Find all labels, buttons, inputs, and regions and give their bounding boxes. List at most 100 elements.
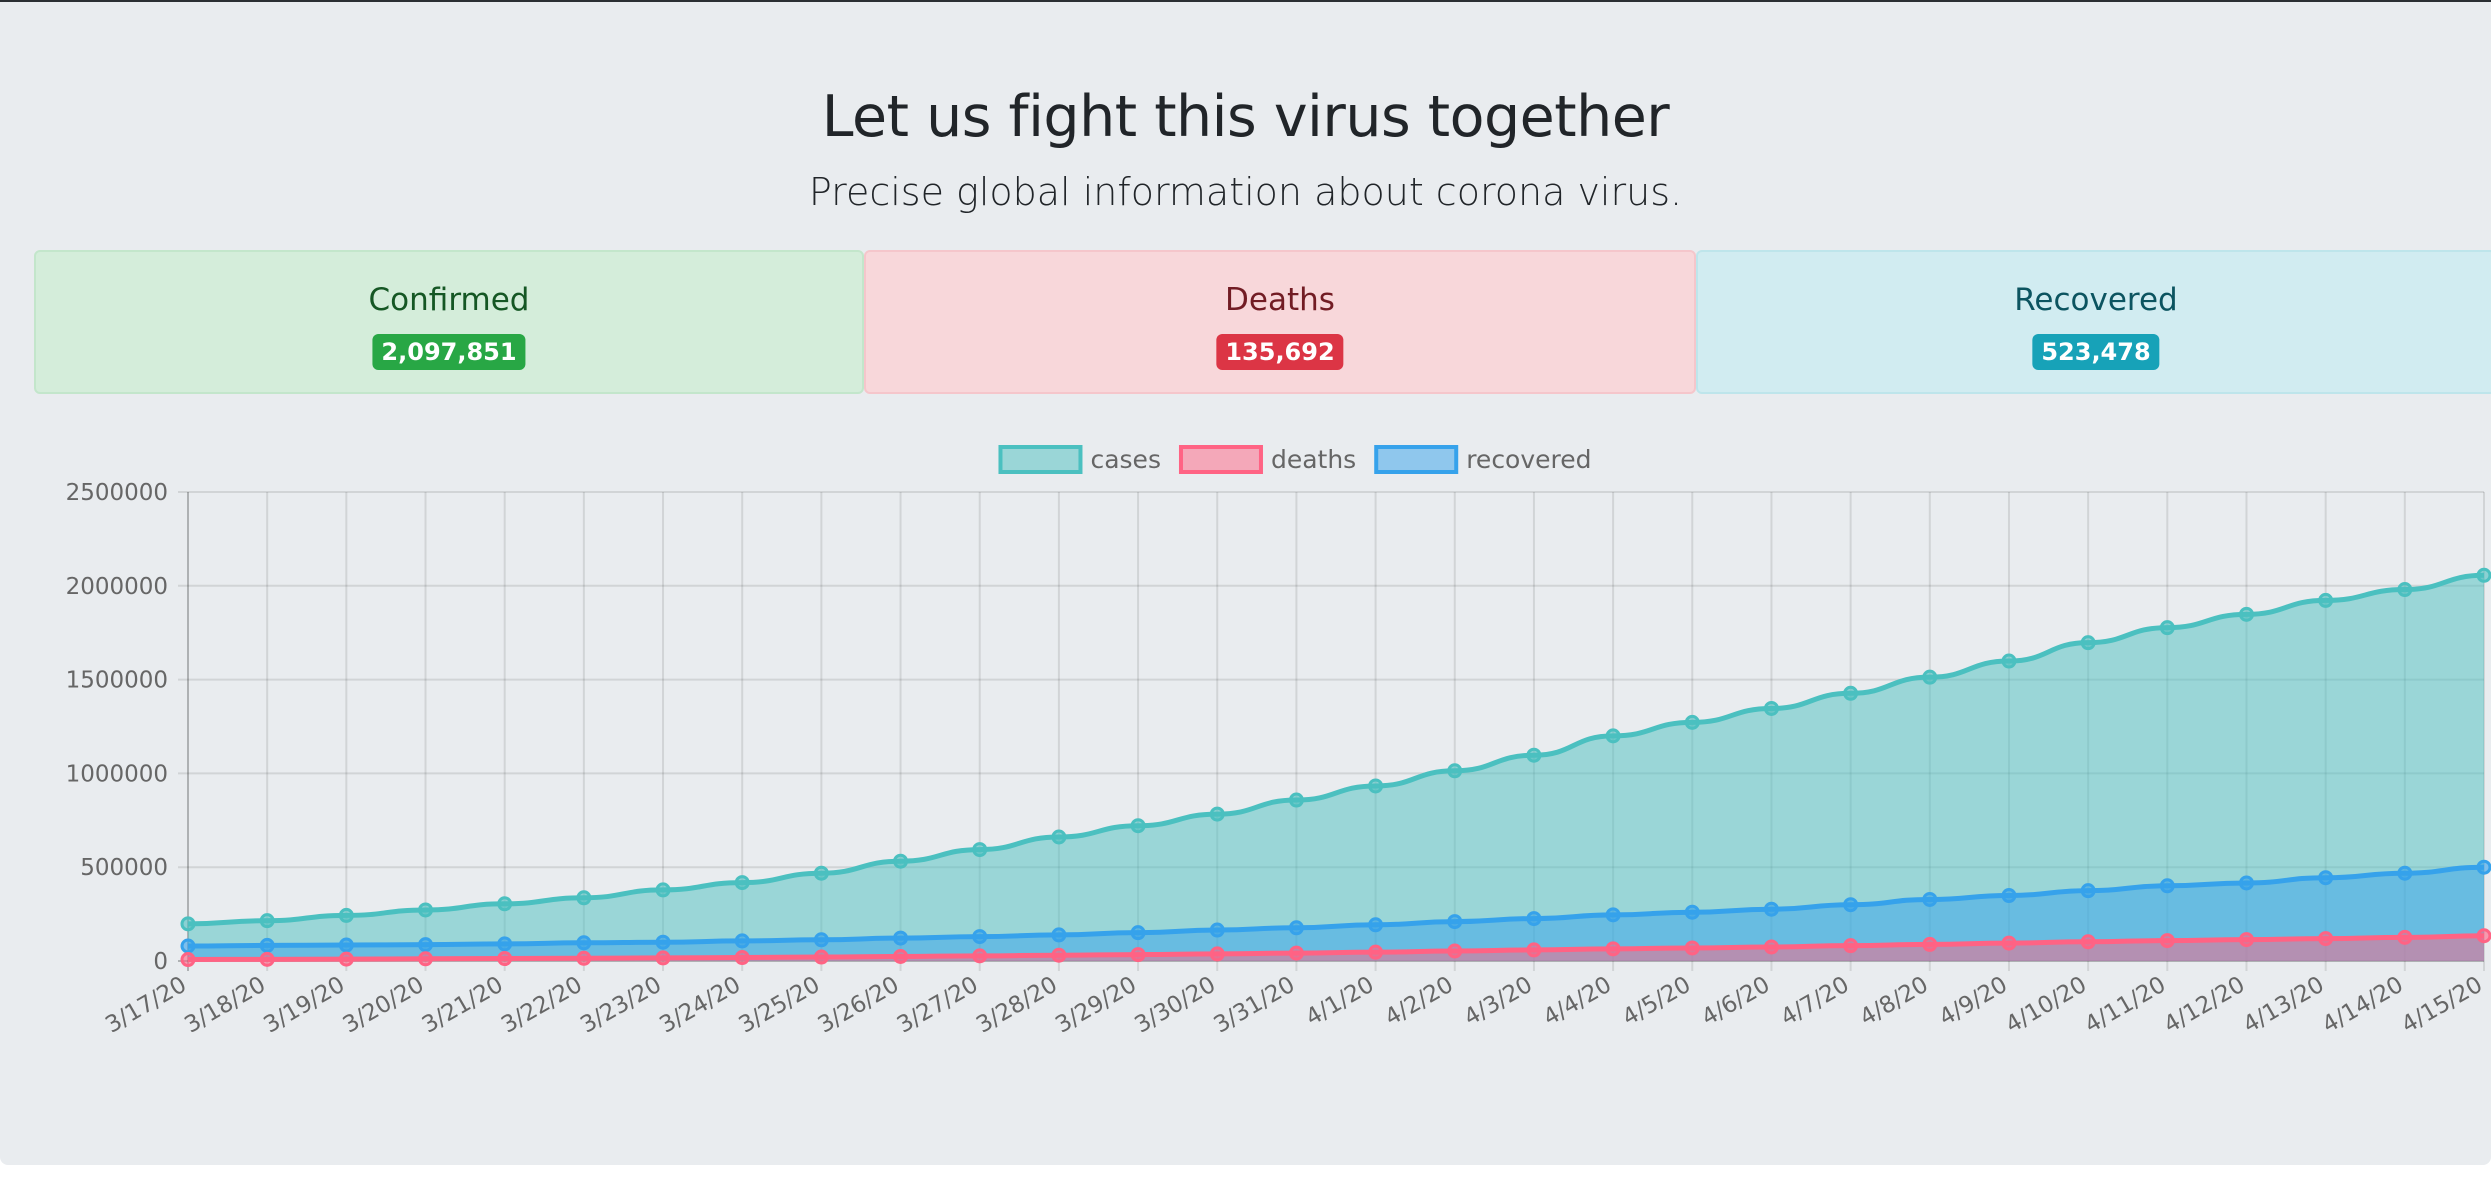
recovered-point bbox=[497, 936, 513, 952]
recovered-label: Recovered bbox=[2014, 282, 2178, 318]
cases-point bbox=[2080, 635, 2096, 651]
cases-point bbox=[1605, 728, 1621, 744]
deaths-point bbox=[1763, 939, 1779, 955]
deaths-point bbox=[1526, 942, 1542, 958]
x-tick-label: 3/27/20 bbox=[893, 972, 983, 1039]
deaths-point bbox=[734, 950, 750, 966]
deaths-point bbox=[1447, 943, 1463, 959]
cases-point bbox=[1763, 700, 1779, 716]
deaths-card: Deaths 135,692 bbox=[864, 250, 1696, 394]
recovered-point bbox=[1763, 901, 1779, 917]
recovered-point bbox=[576, 935, 592, 951]
cases-point bbox=[734, 875, 750, 891]
cases-area bbox=[188, 575, 2484, 961]
deaths-point bbox=[1368, 944, 1384, 960]
deaths-point bbox=[259, 951, 275, 967]
cases-point bbox=[1922, 669, 1938, 685]
cases-point bbox=[2397, 582, 2413, 598]
recovered-point bbox=[813, 932, 829, 948]
cases-point bbox=[2318, 592, 2334, 608]
x-tick-label: 4/11/20 bbox=[2081, 972, 2171, 1039]
x-tick-label: 3/24/20 bbox=[655, 972, 745, 1039]
x-tick-label: 4/14/20 bbox=[2318, 972, 2408, 1039]
recovered-point bbox=[734, 933, 750, 949]
deaths-point bbox=[1209, 946, 1225, 962]
cases-point bbox=[1447, 763, 1463, 779]
deaths-point bbox=[1051, 947, 1067, 963]
cases-point bbox=[1130, 818, 1146, 834]
confirmed-badge: 2,097,851 bbox=[372, 334, 526, 370]
y-tick-label: 0 bbox=[153, 949, 168, 975]
page-subtitle: Precise global information about corona … bbox=[808, 170, 1683, 214]
deaths-point bbox=[2318, 931, 2334, 947]
x-tick-label: 3/18/20 bbox=[180, 972, 270, 1039]
cases-point bbox=[418, 902, 434, 918]
x-tick-label: 4/8/20 bbox=[1856, 972, 1933, 1032]
cases-point bbox=[2238, 606, 2254, 622]
recovered-point bbox=[1051, 927, 1067, 943]
cases-point bbox=[1288, 792, 1304, 808]
x-tick-label: 4/13/20 bbox=[2239, 972, 2329, 1039]
x-tick-label: 3/30/20 bbox=[1130, 972, 1220, 1039]
legend-label-deaths: deaths bbox=[1271, 445, 1356, 474]
deaths-label: Deaths bbox=[1225, 282, 1335, 318]
cases-point bbox=[1843, 685, 1859, 701]
recovered-point bbox=[259, 937, 275, 953]
deaths-point bbox=[497, 951, 513, 967]
recovered-point bbox=[1605, 907, 1621, 923]
cases-point bbox=[1051, 829, 1067, 845]
cases-point bbox=[180, 916, 196, 932]
x-tick-label: 3/19/20 bbox=[260, 972, 350, 1039]
x-tick-label: 3/22/20 bbox=[497, 972, 587, 1039]
recovered-point bbox=[1209, 922, 1225, 938]
recovered-point bbox=[2238, 875, 2254, 891]
y-tick-label: 500000 bbox=[80, 855, 168, 881]
x-tick-label: 4/15/20 bbox=[2397, 972, 2487, 1039]
x-tick-label: 4/2/20 bbox=[1381, 972, 1458, 1032]
confirmed-card: Confirmed 2,097,851 bbox=[34, 250, 864, 394]
recovered-point bbox=[2318, 870, 2334, 886]
recovered-point bbox=[2476, 859, 2491, 875]
legend-swatch-cases bbox=[998, 445, 1083, 474]
x-tick-label: 4/9/20 bbox=[1935, 972, 2012, 1032]
cases-point bbox=[1368, 778, 1384, 794]
x-tick-label: 3/28/20 bbox=[972, 972, 1062, 1039]
deaths-point bbox=[2397, 929, 2413, 945]
y-tick-label: 1000000 bbox=[66, 761, 168, 787]
x-tick-label: 3/31/20 bbox=[1210, 972, 1300, 1039]
x-tick-label: 4/5/20 bbox=[1618, 972, 1695, 1032]
recovered-point bbox=[1130, 925, 1146, 941]
cases-point bbox=[1684, 714, 1700, 730]
recovered-area bbox=[188, 867, 2484, 961]
legend-label-cases: cases bbox=[1090, 445, 1161, 474]
x-tick-label: 3/17/20 bbox=[101, 972, 191, 1039]
recovered-point bbox=[655, 934, 671, 950]
deaths-point bbox=[1605, 941, 1621, 957]
x-tick-label: 4/3/20 bbox=[1460, 972, 1537, 1032]
recovered-point bbox=[2159, 878, 2175, 894]
x-tick-label: 4/1/20 bbox=[1301, 972, 1378, 1032]
recovered-point bbox=[1447, 914, 1463, 930]
x-tick-label: 3/23/20 bbox=[576, 972, 666, 1039]
recovered-point bbox=[2080, 883, 2096, 899]
recovered-point bbox=[418, 937, 434, 953]
recovered-point bbox=[2001, 888, 2017, 904]
deaths-point bbox=[1843, 938, 1859, 954]
legend-label-recovered: recovered bbox=[1466, 445, 1591, 474]
recovered-point bbox=[2397, 865, 2413, 881]
x-tick-label: 3/20/20 bbox=[339, 972, 429, 1039]
recovered-point bbox=[893, 930, 909, 946]
recovered-point bbox=[1368, 917, 1384, 933]
deaths-point bbox=[1130, 947, 1146, 963]
cases-point bbox=[576, 890, 592, 906]
deaths-line bbox=[187, 933, 2485, 963]
confirmed-label: Confirmed bbox=[368, 282, 530, 318]
deaths-point bbox=[1922, 936, 1938, 952]
deaths-point bbox=[2476, 928, 2491, 944]
x-tick-label: 4/4/20 bbox=[1539, 972, 1616, 1032]
deaths-point bbox=[972, 948, 988, 964]
cases-line bbox=[187, 572, 2485, 927]
x-tick-label: 3/26/20 bbox=[814, 972, 904, 1039]
recovered-badge: 523,478 bbox=[2032, 334, 2160, 370]
